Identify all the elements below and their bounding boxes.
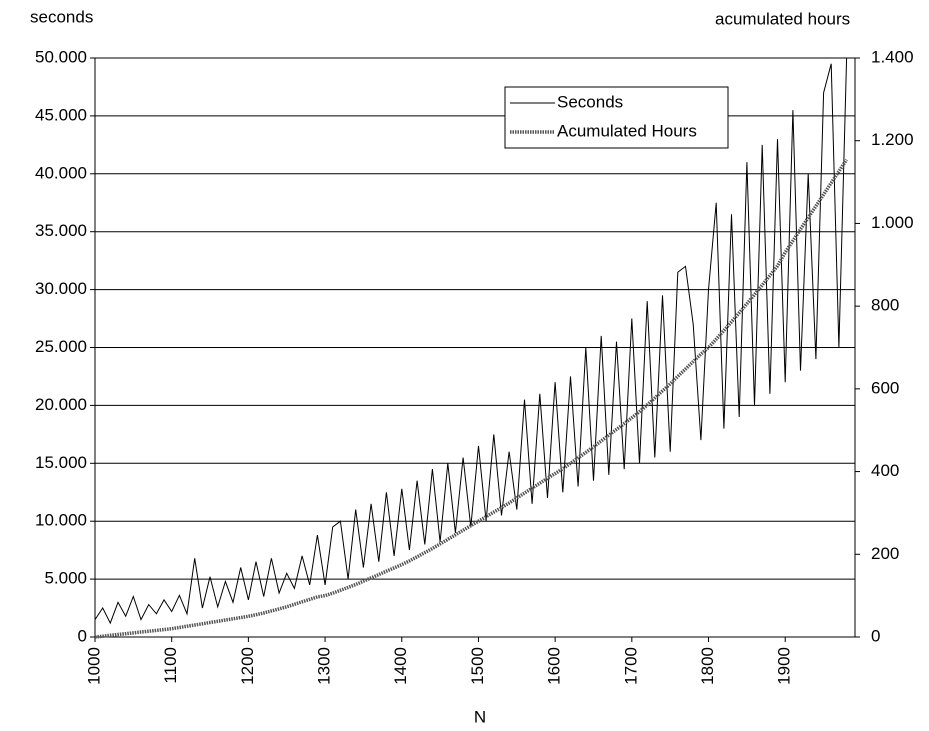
y2-axis-title: acumulated hours xyxy=(715,9,850,28)
y-tick-label: 40.000 xyxy=(35,163,87,182)
y-tick-label: 30.000 xyxy=(35,279,87,298)
y2-tick-label: 1.000 xyxy=(871,213,914,232)
x-tick-label: 1100 xyxy=(161,647,180,684)
x-tick-label: 1400 xyxy=(391,647,410,685)
x-axis-title: N xyxy=(474,707,486,726)
x-tick-label: 1600 xyxy=(545,647,564,685)
y-tick-label: 35.000 xyxy=(35,221,87,240)
legend-box xyxy=(504,86,729,149)
series-line xyxy=(94,57,848,625)
y2-tick-label: 1.400 xyxy=(871,47,914,66)
y-tick-label: 0 xyxy=(78,626,87,645)
y2-tick-label: 0 xyxy=(871,626,880,645)
y-tick-label: 45.000 xyxy=(35,105,87,124)
x-tick-label: 1300 xyxy=(315,647,334,685)
legend-label: Seconds xyxy=(557,92,623,111)
legend-label: Acumulated Hours xyxy=(557,121,697,140)
y-tick-label: 10.000 xyxy=(35,511,87,530)
y-tick-label: 5.000 xyxy=(44,569,87,588)
y-axis-title: seconds xyxy=(30,7,93,26)
x-tick-label: 1200 xyxy=(238,647,257,685)
y2-tick-label: 600 xyxy=(871,378,899,397)
y2-tick-label: 800 xyxy=(871,296,899,315)
y-tick-label: 20.000 xyxy=(35,395,87,414)
x-tick-label: 1700 xyxy=(621,647,640,685)
y2-tick-label: 400 xyxy=(871,461,899,480)
y-tick-label: 50.000 xyxy=(35,47,87,66)
y2-tick-label: 1.200 xyxy=(871,130,914,149)
y2-tick-label: 200 xyxy=(871,544,899,563)
x-tick-label: 1800 xyxy=(698,647,717,685)
x-tick-label: 1500 xyxy=(468,647,487,685)
y-tick-label: 15.000 xyxy=(35,453,87,472)
x-tick-label: 1000 xyxy=(84,647,103,685)
y-tick-label: 25.000 xyxy=(35,337,87,356)
series-line xyxy=(94,158,849,639)
x-tick-label: 1900 xyxy=(775,647,794,685)
